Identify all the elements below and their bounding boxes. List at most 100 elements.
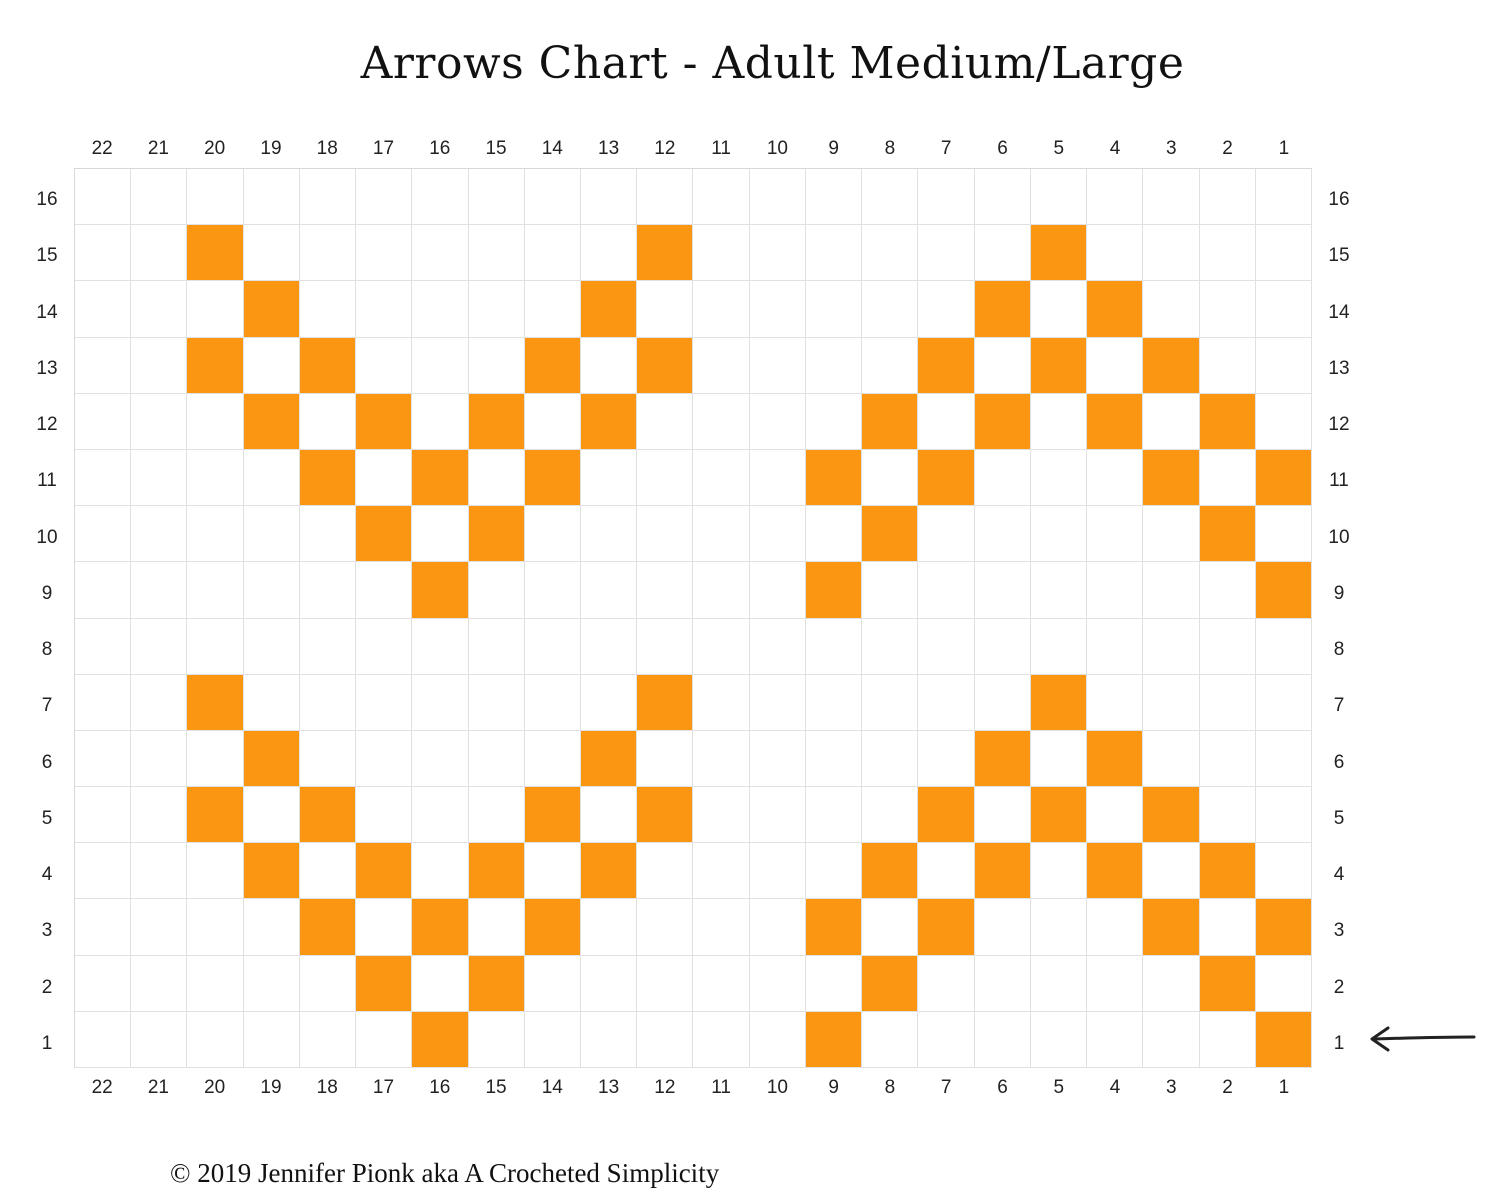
column-number: 6 [997,138,1008,159]
filled-cell [637,674,694,731]
empty-cell [1030,281,1088,338]
empty-cell [187,730,244,788]
empty-cell [749,225,806,282]
empty-cell [1087,955,1144,1012]
empty-cell [749,562,806,619]
empty-cell [693,169,750,226]
empty-cell [862,562,919,619]
filled-cell [918,787,975,844]
row-number: 16 [36,189,58,210]
column-number: 13 [598,138,620,159]
empty-cell [468,787,525,844]
filled-cell [524,899,582,956]
empty-cell [805,730,863,788]
empty-cell [693,449,750,507]
empty-cell [524,281,582,338]
row-number: 14 [1328,301,1350,323]
empty-cell [75,169,132,226]
empty-cell [1143,843,1200,900]
row-numbers-right: 16 15 14 13 12 11 10 9 8 7 6 5 4 3 2 1 [1319,172,1359,1072]
empty-cell [1199,730,1256,788]
empty-cell [862,169,919,226]
filled-cell [581,281,638,338]
empty-cell [862,449,919,507]
row-number: 13 [1328,357,1350,379]
empty-cell [1255,169,1312,226]
column-numbers-bottom: 22 21 20 19 18 17 16 15 14 13 12 11 10 9 8 7 6 5 4 3 2 1 [74,1077,1312,1107]
empty-cell [1255,225,1312,282]
empty-cell [1143,281,1200,338]
empty-cell [749,337,806,394]
empty-cell [356,787,413,844]
column-number: 6 [997,1077,1008,1098]
empty-cell [862,899,919,956]
filled-cell [862,843,919,900]
row-number: 12 [1328,414,1350,435]
empty-cell [75,843,132,900]
empty-cell [524,730,582,788]
column-number: 2 [1222,138,1233,159]
column-number: 19 [260,1077,282,1098]
filled-cell [581,730,638,788]
filled-cell [468,506,525,563]
filled-cell [412,899,469,956]
column-number: 2 [1222,1077,1233,1098]
empty-cell [1255,393,1312,450]
empty-cell [637,506,694,563]
column-number: 12 [654,1077,676,1098]
column-number: 8 [884,1077,896,1098]
empty-cell [187,393,244,450]
row-number: 5 [41,807,53,829]
empty-cell [1199,674,1256,731]
column-number: 3 [1166,1077,1177,1098]
empty-cell [581,618,638,675]
empty-cell [1143,955,1200,1012]
empty-cell [131,169,188,226]
empty-cell [299,730,357,788]
empty-cell [1030,843,1088,900]
empty-cell [637,562,694,619]
empty-cell [75,449,132,507]
empty-cell [581,337,638,394]
empty-cell [581,955,638,1012]
empty-cell [862,1011,919,1068]
empty-cell [412,730,469,788]
empty-cell [524,674,582,731]
empty-cell [299,618,357,675]
row-number: 1 [41,1032,53,1054]
empty-cell [974,506,1031,563]
row-number: 13 [36,357,58,379]
empty-cell [581,506,638,563]
empty-cell [1030,899,1088,956]
empty-cell [974,337,1031,394]
filled-cell [187,787,244,844]
empty-cell [412,787,469,844]
filled-cell [412,562,469,619]
filled-cell [637,787,694,844]
empty-cell [524,169,582,226]
empty-cell [131,899,188,956]
row-number: 4 [41,864,53,885]
empty-cell [243,562,300,619]
empty-cell [805,787,863,844]
empty-cell [581,169,638,226]
filled-cell [356,506,413,563]
empty-cell [412,674,469,731]
row-number: 2 [1333,976,1345,998]
empty-cell [468,1011,525,1068]
empty-cell [749,1011,806,1068]
empty-cell [131,337,188,394]
empty-cell [412,506,469,563]
empty-cell [356,337,413,394]
empty-cell [243,618,300,675]
row-number: 3 [1333,920,1345,942]
empty-cell [1087,674,1144,731]
empty-cell [75,281,132,338]
empty-cell [187,562,244,619]
empty-cell [974,449,1031,507]
empty-cell [1087,899,1144,956]
empty-cell [974,787,1031,844]
empty-cell [918,506,975,563]
empty-cell [693,562,750,619]
empty-cell [693,674,750,731]
